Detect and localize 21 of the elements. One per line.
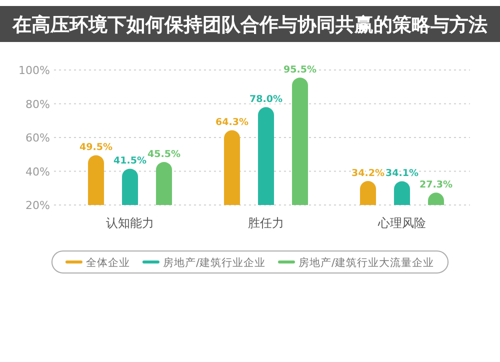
y-tick-label: 80% xyxy=(26,98,50,111)
x-tick-label: 认知能力 xyxy=(106,216,154,230)
text: 41.5% xyxy=(114,156,146,167)
legend-label: 房地产/建筑行业大流量企业 xyxy=(298,256,434,269)
y-tick-label: 60% xyxy=(26,132,50,144)
legend-label: 全体企业 xyxy=(86,256,130,269)
text: 95.5% xyxy=(284,64,316,76)
x-tick-label: 胜任力 xyxy=(248,216,284,230)
text: 64.3% xyxy=(216,117,248,128)
y-tick-label: 20% xyxy=(26,199,50,212)
y-tick-label: 40% xyxy=(26,165,50,178)
text: 34.1% xyxy=(386,168,418,180)
legend-label: 房地产/建筑行业企业 xyxy=(162,256,266,269)
text: 78.0% xyxy=(250,94,282,106)
chart-title: 在高压环境下如何保持团队合作与协同共赢的策略与方法 xyxy=(12,14,488,36)
text: 34.2% xyxy=(352,168,384,180)
text: 27.3% xyxy=(420,180,452,191)
text: 49.5% xyxy=(80,142,112,154)
y-tick-label: 100% xyxy=(18,64,50,77)
x-tick-label: 心理风险 xyxy=(377,216,426,230)
text: 45.5% xyxy=(148,148,180,160)
